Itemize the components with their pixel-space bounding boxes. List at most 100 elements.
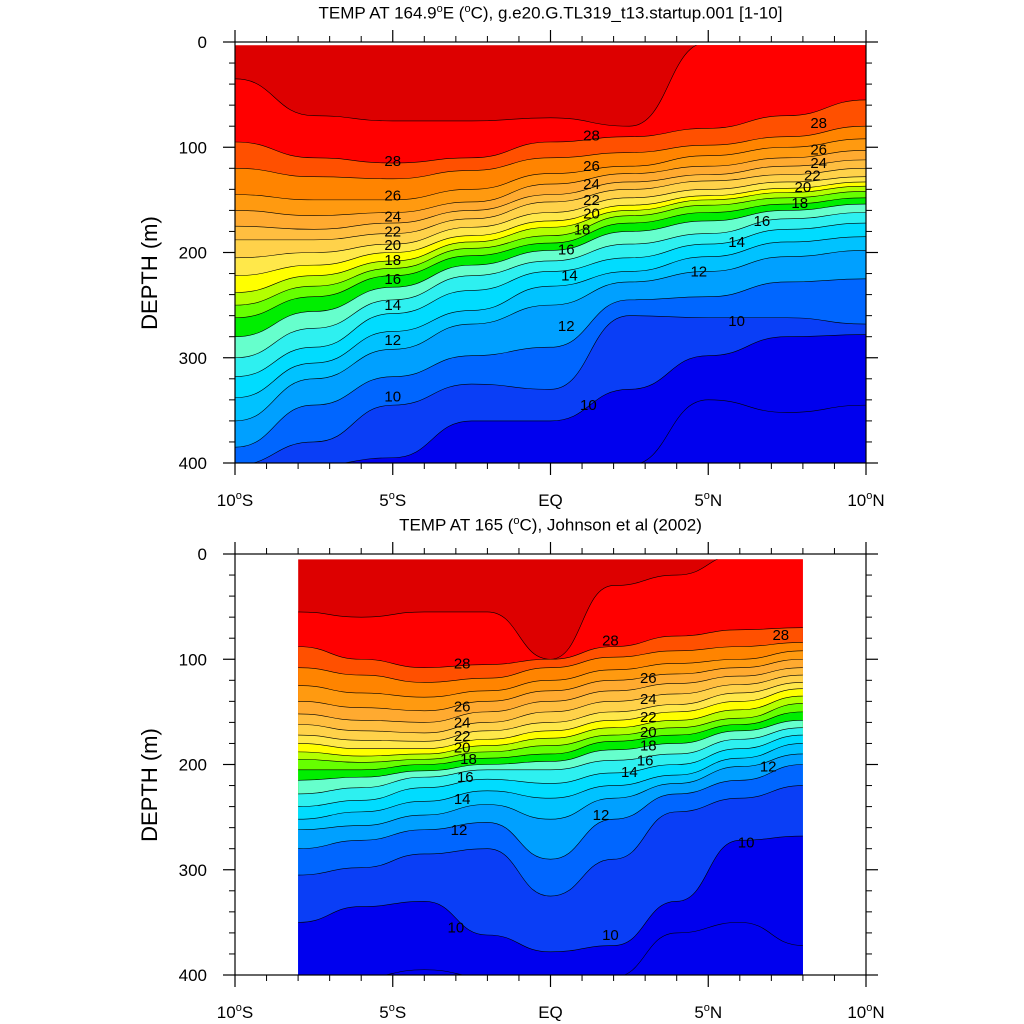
contour-label: 14 (561, 268, 578, 285)
contour-label: 18 (791, 195, 808, 212)
title-prefix: TEMP AT 165 ( (399, 515, 514, 535)
contour-line-10 (298, 835, 803, 953)
contour-label: 16 (558, 241, 575, 258)
contour-line-15 (298, 734, 803, 807)
y-tick-label: 300 (179, 861, 207, 880)
x-tick-label: 5oS (379, 490, 406, 510)
contour-label: 24 (640, 691, 657, 708)
chart-title-top: TEMP AT 164.9oE (oC), g.e20.G.TL319_t13.… (318, 3, 783, 23)
contour-label: 28 (602, 632, 619, 649)
contour-label: 12 (384, 332, 401, 349)
contour-label: 14 (621, 764, 638, 781)
contour-label: 12 (558, 318, 575, 335)
contour-line-28 (235, 99, 866, 164)
contour-line-22 (298, 682, 803, 742)
contour-label: 28 (810, 115, 827, 132)
contour-band-9 (640, 399, 866, 463)
contour-line-18 (298, 711, 803, 771)
contour-line-11 (251, 315, 866, 463)
contour-label: 26 (810, 141, 827, 158)
contour-label: 10 (728, 313, 745, 330)
contour-line-21 (298, 688, 803, 750)
contour-line-24 (298, 667, 803, 723)
contour-label: 28 (772, 627, 789, 644)
contour-label: 26 (583, 158, 600, 175)
contour-label: 16 (384, 271, 401, 288)
contour-label: 16 (754, 213, 771, 230)
contour-line-14 (235, 236, 866, 399)
x-tick-label: 5oS (379, 1002, 406, 1022)
y-tick-label: 100 (179, 650, 207, 669)
title-prefix: TEMP AT 164.9 (318, 3, 437, 23)
contour-fills: 2826242220181614121028262422201816141210… (298, 559, 803, 975)
contour-line-12 (298, 764, 803, 860)
contour-label: 12 (690, 263, 707, 280)
x-tick-label: 10oN (847, 490, 884, 510)
contour-line-13 (235, 250, 866, 422)
x-tick-label: 10oS (217, 1002, 253, 1022)
contour-label: 10 (602, 927, 619, 944)
contour-line-20 (298, 695, 803, 757)
contour-label: 18 (574, 221, 591, 238)
contour-label: 10 (580, 397, 597, 414)
contour-label: 20 (583, 206, 600, 223)
contour-line-12 (235, 278, 866, 448)
contour-label: 22 (804, 168, 821, 185)
contour-label: 14 (384, 297, 401, 314)
contour-label: 22 (384, 223, 401, 240)
contour-label: 20 (795, 179, 812, 196)
contour-label: 26 (454, 699, 471, 716)
contour-label: 10 (384, 389, 401, 406)
contour-label: 14 (728, 234, 745, 251)
contour-line-9 (639, 399, 866, 463)
contour-line-22 (235, 176, 866, 259)
contour-label: 22 (640, 709, 657, 726)
contour-label: 10 (738, 834, 755, 851)
contour-label: 20 (640, 724, 657, 741)
contour-label: 20 (384, 237, 401, 254)
contour-line-27 (235, 125, 866, 180)
x-tick-label: 10oS (217, 490, 253, 510)
contour-label: 28 (583, 128, 600, 145)
contour-label: 24 (810, 155, 827, 172)
contour-line-17 (298, 719, 803, 781)
y-tick-label: 0 (198, 33, 207, 52)
contour-label: 26 (384, 188, 401, 205)
contour-label: 12 (760, 759, 777, 776)
contour-line-23 (298, 674, 803, 734)
contour-line-26 (298, 650, 803, 698)
contour-line-19 (235, 191, 866, 306)
contour-line-16 (235, 212, 866, 359)
y-tick-label: 200 (179, 756, 207, 775)
title-suffix: E ( (442, 3, 465, 23)
contour-line-26 (235, 138, 866, 201)
contour-line-27 (298, 642, 803, 683)
contour-label: 12 (451, 822, 468, 839)
contour-label: 16 (457, 769, 474, 786)
contour-line-17 (235, 203, 866, 337)
y-tick-label: 100 (179, 138, 207, 157)
contour-line-28 (298, 627, 803, 668)
y-tick-label: 300 (179, 349, 207, 368)
contour-line-19 (298, 703, 803, 763)
contour-label: 18 (460, 751, 477, 768)
contour-line-21 (235, 181, 866, 276)
contour-line-24 (235, 159, 866, 230)
y-tick-label: 400 (179, 966, 207, 985)
y-tick-label: 0 (198, 545, 207, 564)
contour-line-25 (235, 150, 866, 216)
contour-line-23 (235, 168, 866, 241)
x-tick-label: EQ (538, 491, 563, 510)
contour-label: 26 (640, 670, 657, 687)
contour-label: 12 (593, 807, 610, 824)
contour-label: 16 (637, 752, 654, 769)
x-tick-label: EQ (538, 1003, 563, 1022)
contour-label: 24 (583, 176, 600, 193)
contour-line-25 (298, 658, 803, 712)
contour-label: 18 (640, 738, 657, 755)
contour-line-15 (235, 222, 866, 377)
title-unit: C), Johnson et al (2002) (519, 515, 702, 535)
contour-line-18 (235, 197, 866, 319)
panel-1: 2826242220181614121028262422201816141210… (179, 542, 885, 1022)
contour-label: 28 (384, 153, 401, 170)
